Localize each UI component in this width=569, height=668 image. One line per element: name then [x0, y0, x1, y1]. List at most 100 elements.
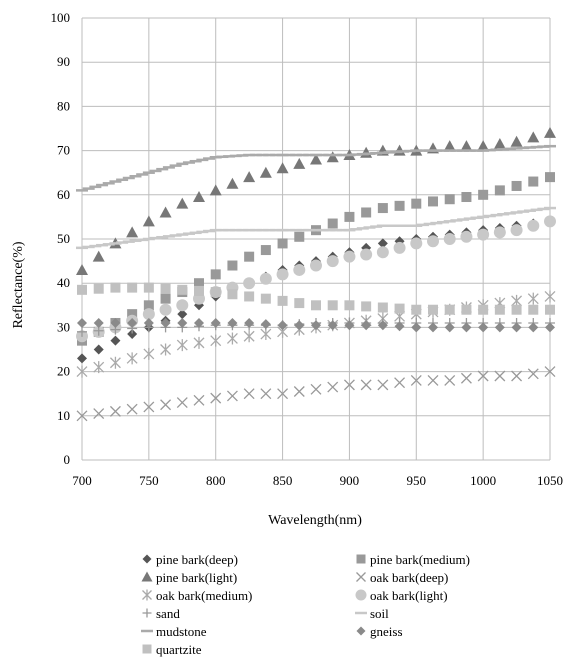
legend-marker	[356, 572, 366, 582]
data-point-pine-bark-deep	[177, 309, 188, 320]
data-point-oak-bark-medium	[210, 334, 222, 347]
legend-marker	[142, 644, 152, 654]
data-point-oak-bark-medium	[143, 347, 155, 360]
data-point-gneiss	[545, 322, 555, 333]
data-point-pine-bark-medium	[143, 300, 154, 311]
data-point-quartzite	[160, 283, 171, 294]
x-tick-label: 1000	[470, 473, 496, 488]
data-point-pine-bark-light	[510, 135, 523, 147]
data-point-oak-bark-deep	[360, 379, 372, 391]
data-point-oak-bark-deep	[327, 381, 339, 393]
y-tick-label: 10	[57, 408, 70, 423]
data-point-gneiss	[394, 321, 405, 332]
data-point-oak-bark-light	[276, 268, 289, 281]
data-point-oak-bark-deep	[260, 388, 272, 400]
series-mudstone	[76, 144, 556, 192]
data-point-gneiss	[528, 322, 539, 333]
data-point-oak-bark-medium	[527, 292, 539, 305]
legend-item-quartzite: quartzite	[140, 642, 201, 658]
data-point-gneiss	[327, 320, 338, 331]
data-point-pine-bark-medium	[160, 293, 171, 304]
data-point-oak-bark-deep	[477, 370, 489, 382]
data-point-oak-bark-medium	[109, 356, 121, 369]
series-layer	[76, 126, 556, 422]
data-point-oak-bark-light	[360, 248, 373, 261]
data-point-gneiss	[294, 320, 305, 331]
data-point-gneiss	[260, 319, 271, 330]
series-gneiss	[77, 317, 555, 333]
data-point-oak-bark-deep	[343, 379, 355, 391]
data-point-oak-bark-medium	[544, 290, 556, 303]
data-point-quartzite	[210, 287, 221, 298]
data-point-pine-bark-medium	[227, 260, 238, 271]
data-point-quartzite	[344, 300, 355, 311]
data-point-oak-bark-light	[443, 233, 456, 245]
legend-marker	[141, 571, 153, 582]
legend-marker	[142, 554, 152, 564]
y-tick-label: 30	[57, 319, 70, 334]
data-point-pine-bark-light	[193, 191, 205, 203]
data-point-oak-bark-deep	[394, 377, 406, 389]
series-oak-bark-deep	[76, 366, 556, 422]
data-point-oak-bark-deep	[126, 403, 138, 415]
legend-marker	[355, 611, 367, 615]
y-tick-label: 100	[51, 10, 71, 25]
data-point-quartzite	[428, 304, 438, 315]
data-point-pine-bark-deep	[127, 329, 138, 340]
x-tick-label: 900	[340, 473, 360, 488]
data-point-pine-bark-medium	[344, 211, 355, 222]
data-point-oak-bark-light	[142, 308, 155, 321]
data-point-oak-bark-light	[477, 228, 490, 241]
legend-label: pine bark(medium)	[370, 552, 470, 567]
series-pine-bark-light	[76, 126, 556, 275]
data-point-gneiss	[478, 322, 489, 333]
data-point-oak-bark-medium	[126, 352, 138, 365]
data-point-gneiss	[511, 322, 522, 333]
data-point-oak-bark-deep	[527, 368, 539, 380]
data-point-pine-bark-deep	[377, 238, 388, 249]
x-tick-label: 750	[139, 473, 159, 488]
data-point-oak-bark-light	[410, 237, 423, 250]
legend-label: mudstone	[156, 624, 207, 639]
data-point-pine-bark-light	[92, 250, 105, 262]
legend-item-oak-bark-deep: oak bark(deep)	[354, 570, 448, 586]
data-point-pine-bark-light	[209, 184, 222, 196]
data-point-pine-bark-light	[226, 177, 239, 189]
data-point-oak-bark-deep	[377, 379, 389, 391]
legend-item-pine-bark-deep: pine bark(deep)	[140, 552, 238, 568]
legend-label: gneiss	[370, 624, 403, 639]
data-point-quartzite	[277, 295, 288, 306]
data-point-oak-bark-light	[460, 230, 473, 243]
data-point-quartzite	[294, 298, 305, 309]
data-point-oak-bark-deep	[293, 386, 305, 397]
data-point-oak-bark-deep	[310, 383, 322, 395]
data-point-gneiss	[311, 320, 321, 331]
data-point-quartzite	[411, 304, 422, 315]
data-point-oak-bark-light	[493, 226, 506, 239]
data-point-oak-bark-deep	[427, 374, 439, 386]
data-point-gneiss	[210, 317, 221, 328]
data-point-oak-bark-deep	[176, 397, 188, 408]
data-point-oak-bark-deep	[109, 405, 121, 417]
data-point-oak-bark-deep	[143, 401, 155, 413]
data-point-pine-bark-light	[293, 157, 306, 169]
data-point-pine-bark-medium	[511, 180, 522, 191]
legend-marker	[355, 589, 367, 601]
x-tick-label: 800	[206, 473, 226, 488]
legend-item-pine-bark-medium: pine bark(medium)	[354, 552, 470, 568]
data-point-quartzite	[327, 300, 338, 311]
data-point-gneiss	[93, 317, 104, 328]
data-point-quartzite	[127, 282, 138, 293]
series-quartzite	[77, 282, 555, 315]
x-tick-label: 850	[273, 473, 293, 488]
data-point-oak-bark-light	[310, 259, 322, 272]
data-point-pine-bark-light	[76, 263, 88, 275]
data-point-gneiss	[244, 317, 255, 328]
data-point-pine-bark-light	[159, 206, 172, 218]
data-point-gneiss	[194, 317, 204, 328]
data-point-pine-bark-medium	[394, 200, 405, 211]
y-tick-label: 70	[57, 143, 70, 158]
data-point-pine-bark-medium	[444, 194, 455, 205]
legend-label: soil	[370, 606, 389, 621]
legend-item-gneiss: gneiss	[354, 624, 403, 640]
